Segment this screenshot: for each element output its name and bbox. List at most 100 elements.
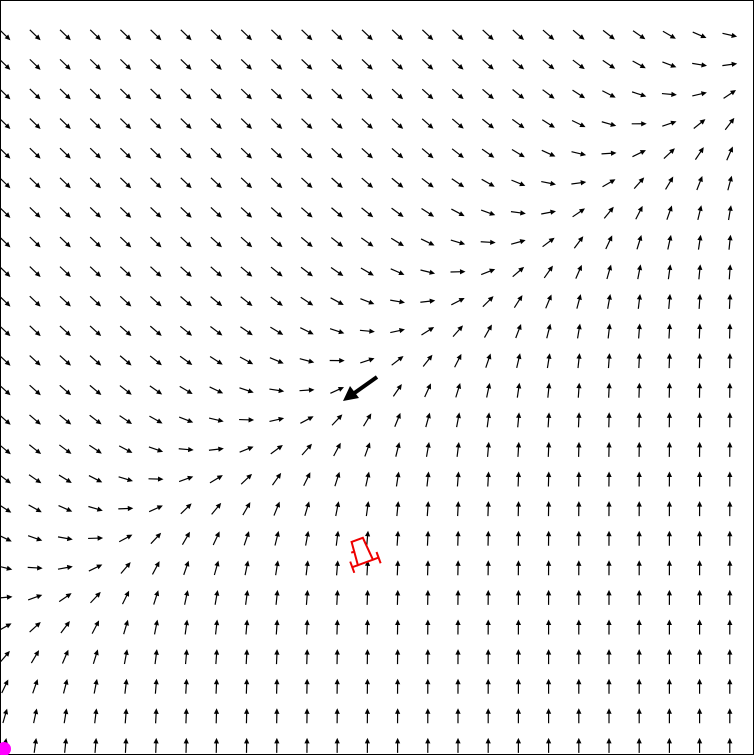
field-arrow-head — [395, 412, 401, 419]
field-arrow-head — [485, 412, 492, 419]
field-arrow-head — [636, 678, 642, 685]
field-arrow-head — [667, 234, 673, 241]
field-arrow-head — [65, 182, 71, 189]
field-arrow-head — [367, 34, 373, 41]
field-arrow-head — [606, 294, 612, 300]
field-arrow-head — [155, 182, 162, 189]
field-arrow-head — [186, 388, 193, 394]
field-arrow-head — [636, 708, 642, 714]
field-arrow-head — [546, 382, 552, 389]
field-arrow-head — [639, 63, 646, 69]
field-arrow-head — [455, 649, 461, 655]
field-arrow-head — [153, 678, 159, 685]
field-arrow-head — [125, 562, 131, 568]
field-arrow-head — [246, 473, 253, 480]
field-arrow-head — [518, 63, 525, 70]
field-arrow-head — [33, 679, 39, 686]
field-arrow-head — [576, 589, 582, 596]
field-arrow-head — [666, 412, 673, 418]
field-arrow-head — [399, 299, 405, 305]
field-arrow-head — [727, 293, 733, 300]
field-arrow-head — [36, 594, 43, 600]
field-arrow-head — [276, 212, 283, 218]
field-arrow-head — [516, 353, 522, 360]
field-arrow-head — [455, 412, 461, 419]
field-arrow-head — [489, 210, 496, 216]
field-arrow-head — [248, 417, 255, 423]
field-arrow-head — [334, 589, 340, 596]
field-arrow-head — [65, 93, 71, 100]
field-arrow-head — [727, 441, 733, 448]
field-arrow-head — [275, 472, 282, 479]
field-arrow-head — [727, 737, 733, 744]
field-arrow-head — [606, 678, 612, 685]
field-arrow-head — [65, 448, 72, 454]
field-arrow-head — [155, 300, 162, 307]
field-arrow-head — [425, 619, 431, 626]
field-arrow-head — [125, 271, 132, 277]
field-arrow-head — [666, 471, 673, 478]
field-arrow-head — [336, 93, 343, 100]
field-arrow-head — [35, 419, 41, 425]
field-arrow-head — [577, 236, 584, 243]
field-arrow-head — [307, 416, 314, 422]
car-axle — [351, 564, 359, 569]
field-arrow-head — [395, 589, 401, 596]
field-arrow-head — [34, 389, 41, 396]
field-arrow-head — [337, 270, 344, 277]
field-arrow-head — [515, 471, 522, 478]
field-arrow-head — [65, 271, 71, 277]
field-arrow-head — [306, 211, 313, 218]
field-arrow-head — [397, 241, 404, 247]
field-arrow-head — [337, 241, 344, 247]
field-arrow-head — [4, 271, 11, 277]
field-arrow-head — [397, 93, 404, 100]
field-arrow-head — [217, 417, 224, 423]
field-arrow-head — [606, 471, 612, 478]
field-arrow-head — [459, 269, 466, 275]
field-arrow-head — [278, 416, 285, 422]
field-arrow-head — [95, 448, 102, 454]
field-arrow-head — [578, 34, 585, 40]
field-arrow-head — [306, 241, 313, 248]
field-arrow-head — [485, 501, 491, 507]
field-arrow-head — [276, 271, 283, 277]
field-arrow-head — [156, 389, 163, 395]
field-arrow-head — [4, 650, 10, 657]
field-arrow-head — [183, 737, 189, 744]
field-arrow-head — [95, 330, 102, 337]
field-arrow-head — [155, 152, 162, 159]
field-arrow-head — [364, 678, 371, 685]
field-arrow-head — [578, 208, 586, 214]
field-arrow-head — [515, 737, 522, 744]
field-arrow-head — [520, 210, 526, 216]
field-arrow-head — [213, 737, 220, 744]
field-arrow-head — [606, 560, 612, 566]
field-arrow-head — [546, 589, 552, 596]
field-arrow-head — [485, 560, 491, 566]
field-arrow-head — [397, 211, 404, 218]
field-arrow-head — [576, 353, 582, 359]
field-arrow-head — [485, 737, 491, 744]
field-arrow-head — [33, 650, 40, 657]
field-arrow-head — [518, 122, 525, 129]
field-arrow-head — [95, 591, 101, 598]
field-arrow-head — [94, 620, 100, 627]
field-arrow-head — [274, 708, 280, 714]
field-arrow-head — [306, 34, 313, 41]
field-arrow-head — [576, 382, 582, 389]
field-arrow-head — [154, 590, 160, 597]
field-arrow-head — [666, 649, 673, 655]
field-arrow-head — [155, 532, 162, 539]
field-arrow-head — [488, 181, 495, 187]
field-arrow-head — [95, 152, 101, 159]
field-arrow-head — [639, 33, 646, 40]
field-arrow-head — [397, 356, 404, 362]
field-arrow-head — [697, 323, 703, 330]
field-arrow-head — [4, 93, 11, 100]
field-arrow-head — [217, 388, 224, 394]
field-arrow-head — [425, 412, 431, 419]
field-arrow-head — [304, 678, 310, 685]
field-arrow-head — [187, 475, 194, 481]
field-arrow-head — [576, 501, 582, 507]
